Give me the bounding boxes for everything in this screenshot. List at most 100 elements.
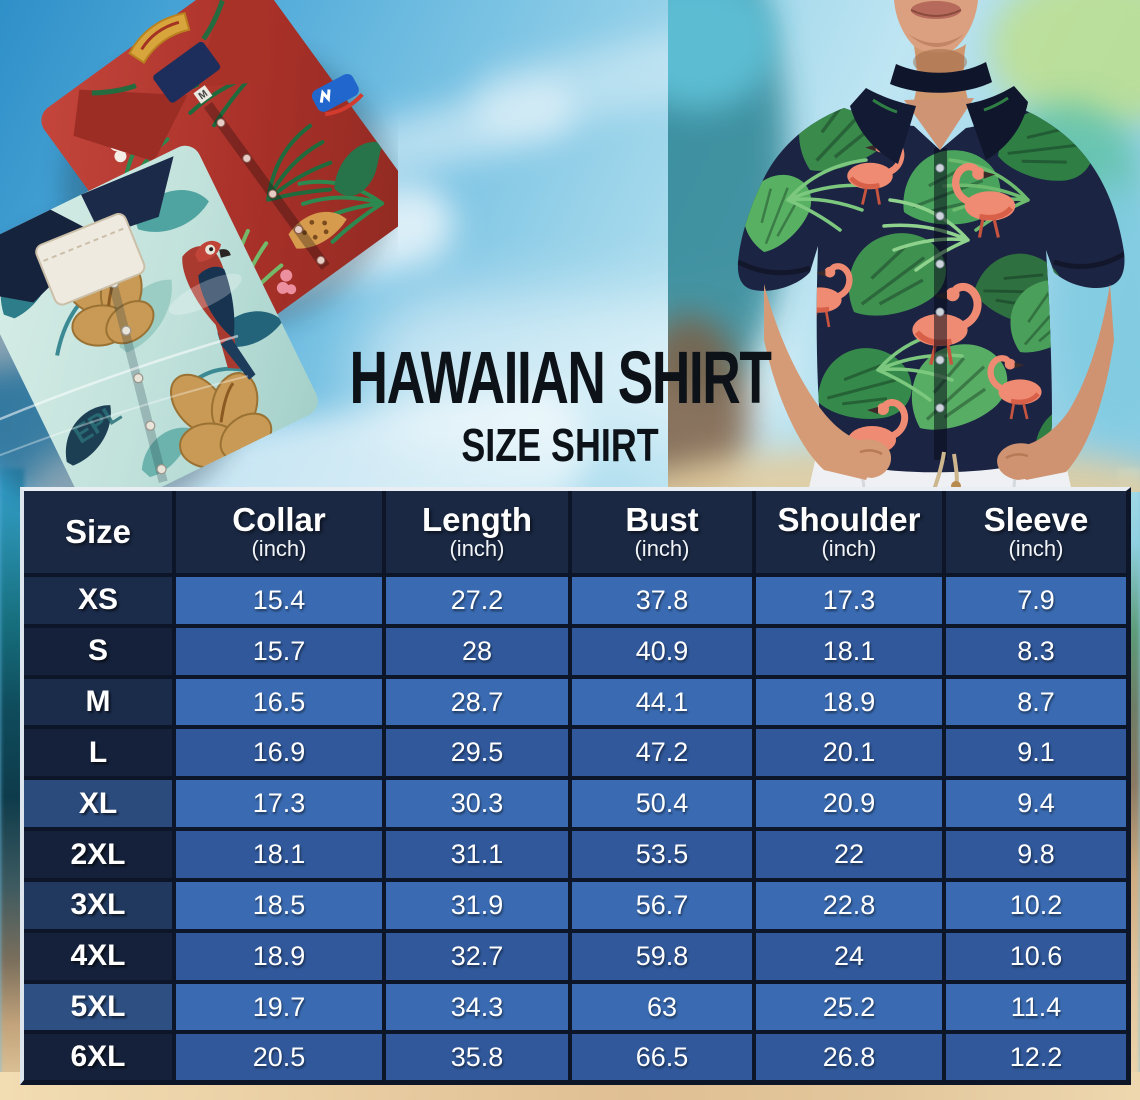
flamingo-shirt bbox=[737, 108, 1125, 473]
size-row-s: S 15.7 28 40.9 18.1 8.3 bbox=[24, 627, 1126, 679]
folded-shirts-photo: M bbox=[0, 0, 398, 512]
measurement-value: 20.1 bbox=[756, 729, 946, 781]
measurement-value: 22 bbox=[756, 831, 946, 882]
measurement-value: 30.3 bbox=[386, 780, 572, 832]
measurement-value: 9.8 bbox=[946, 831, 1126, 882]
header-row: Size Collar (inch) Length (inch) Bust (inch) Sh… bbox=[24, 491, 1126, 577]
measurement-value: 37.8 bbox=[572, 577, 756, 628]
measurement-value: 9.4 bbox=[946, 780, 1126, 832]
measurement-value: 63 bbox=[572, 983, 756, 1035]
size-chart-header: Size Collar (inch) Length (inch) Bust (inch) Sh… bbox=[24, 491, 1126, 577]
measurement-value: 66.5 bbox=[572, 1034, 756, 1080]
size-row-m: M 16.5 28.7 44.1 18.9 8.7 bbox=[24, 678, 1126, 730]
size-row-3xl: 3XL 18.5 31.9 56.7 22.8 10.2 bbox=[24, 881, 1126, 933]
measurement-value: 15.7 bbox=[176, 627, 386, 679]
measurement-value: 59.8 bbox=[572, 932, 756, 984]
measurement-value: 27.2 bbox=[386, 577, 572, 628]
shirt-collar bbox=[0, 209, 102, 303]
measurement-value: 8.3 bbox=[946, 627, 1126, 679]
size-tag bbox=[193, 85, 213, 104]
measurement-value: 17.3 bbox=[756, 577, 946, 628]
shirt-collar bbox=[73, 89, 188, 162]
measurement-value: 18.1 bbox=[756, 627, 946, 679]
measurement-value: 11.4 bbox=[946, 983, 1126, 1035]
column-header-collar: Collar (inch) bbox=[176, 491, 386, 577]
page-subtitle: SIZE SHIRT bbox=[461, 419, 659, 472]
size-row-4xl: 4XL 18.9 32.7 59.8 24 10.6 bbox=[24, 932, 1126, 984]
measurement-value: 25.2 bbox=[756, 983, 946, 1035]
measurement-value: 7.9 bbox=[946, 577, 1126, 628]
measurement-value: 18.9 bbox=[176, 932, 386, 984]
page-title: HAWAIIAN SHIRT bbox=[349, 336, 772, 419]
measurement-value: 18.5 bbox=[176, 881, 386, 933]
measurement-value: 47.2 bbox=[572, 729, 756, 781]
measurement-value: 18.9 bbox=[756, 678, 946, 730]
size-row-xl: XL 17.3 30.3 50.4 20.9 9.4 bbox=[24, 780, 1126, 832]
measurement-value: 35.8 bbox=[386, 1034, 572, 1080]
size-label-l: L bbox=[24, 729, 176, 781]
size-label-6xl: 6XL bbox=[24, 1034, 176, 1080]
measurement-value: 12.2 bbox=[946, 1034, 1126, 1080]
measurement-value: 40.9 bbox=[572, 627, 756, 679]
size-label-5xl: 5XL bbox=[24, 983, 176, 1035]
measurement-value: 10.6 bbox=[946, 932, 1126, 984]
measurement-value: 53.5 bbox=[572, 831, 756, 882]
measurement-value: 16.5 bbox=[176, 678, 386, 730]
measurement-value: 26.8 bbox=[756, 1034, 946, 1080]
column-header-shoulder: Shoulder (inch) bbox=[756, 491, 946, 577]
measurement-value: 50.4 bbox=[572, 780, 756, 832]
measurement-value: 24 bbox=[756, 932, 946, 984]
sleeve-logo bbox=[311, 73, 364, 117]
size-chart-table: Size Collar (inch) Length (inch) Bust (inch) Sh… bbox=[20, 487, 1131, 1085]
measurement-value: 34.3 bbox=[386, 983, 572, 1035]
column-header-length: Length (inch) bbox=[386, 491, 572, 577]
measurement-value: 15.4 bbox=[176, 577, 386, 628]
size-label-2xl: 2XL bbox=[24, 831, 176, 882]
measurement-value: 17.3 bbox=[176, 780, 386, 832]
red-hawaiian-shirt: M bbox=[41, 0, 398, 355]
measurement-value: 31.9 bbox=[386, 881, 572, 933]
chest-pocket bbox=[35, 213, 146, 306]
title-block: HAWAIIAN SHIRT SIZE SHIRT bbox=[240, 336, 880, 472]
model-arms bbox=[764, 284, 1114, 480]
measurement-value: 28.7 bbox=[386, 678, 572, 730]
size-label-m: M bbox=[24, 678, 176, 730]
measurement-value: 18.1 bbox=[176, 831, 386, 882]
measurement-value: 9.1 bbox=[946, 729, 1126, 781]
gold-collar-label bbox=[128, 12, 191, 65]
column-header-sleeve: Sleeve (inch) bbox=[946, 491, 1126, 577]
measurement-value: 44.1 bbox=[572, 678, 756, 730]
size-label-3xl: 3XL bbox=[24, 881, 176, 933]
measurement-value: 19.7 bbox=[176, 983, 386, 1035]
size-chart-body: XS 15.4 27.2 37.8 17.3 7.9 S 15.7 28 40.9 18.1 8.3 M… bbox=[24, 577, 1126, 1080]
size-label-s: S bbox=[24, 627, 176, 679]
measurement-value: 10.2 bbox=[946, 881, 1126, 933]
column-header-size: Size bbox=[24, 491, 176, 577]
size-row-l: L 16.9 29.5 47.2 20.1 9.1 bbox=[24, 729, 1126, 781]
measurement-value: 20.5 bbox=[176, 1034, 386, 1080]
size-row-6xl: 6XL 20.5 35.8 66.5 26.8 12.2 bbox=[24, 1034, 1126, 1080]
size-row-5xl: 5XL 19.7 34.3 63 25.2 11.4 bbox=[24, 983, 1126, 1035]
lens-flare bbox=[0, 334, 239, 421]
measurement-value: 22.8 bbox=[756, 881, 946, 933]
column-header-bust: Bust (inch) bbox=[572, 491, 756, 577]
size-row-xs: XS 15.4 27.2 37.8 17.3 7.9 bbox=[24, 577, 1126, 628]
measurement-value: 56.7 bbox=[572, 881, 756, 933]
measurement-value: 16.9 bbox=[176, 729, 386, 781]
measurement-value: 8.7 bbox=[946, 678, 1126, 730]
measurement-value: 32.7 bbox=[386, 932, 572, 984]
measurement-value: 29.5 bbox=[386, 729, 572, 781]
measurement-value: 20.9 bbox=[756, 780, 946, 832]
inner-collar-patch bbox=[153, 41, 221, 103]
model-photo bbox=[668, 0, 1140, 492]
size-label-4xl: 4XL bbox=[24, 932, 176, 984]
parrot-illustration bbox=[182, 240, 256, 380]
measurement-value: 28 bbox=[386, 627, 572, 679]
size-label-xl: XL bbox=[24, 780, 176, 832]
lens-flare bbox=[0, 375, 249, 457]
size-label-xs: XS bbox=[24, 577, 176, 628]
measurement-value: 31.1 bbox=[386, 831, 572, 882]
shirt-collar bbox=[850, 62, 1028, 164]
size-row-2xl: 2XL 18.1 31.1 53.5 22 9.8 bbox=[24, 831, 1126, 882]
